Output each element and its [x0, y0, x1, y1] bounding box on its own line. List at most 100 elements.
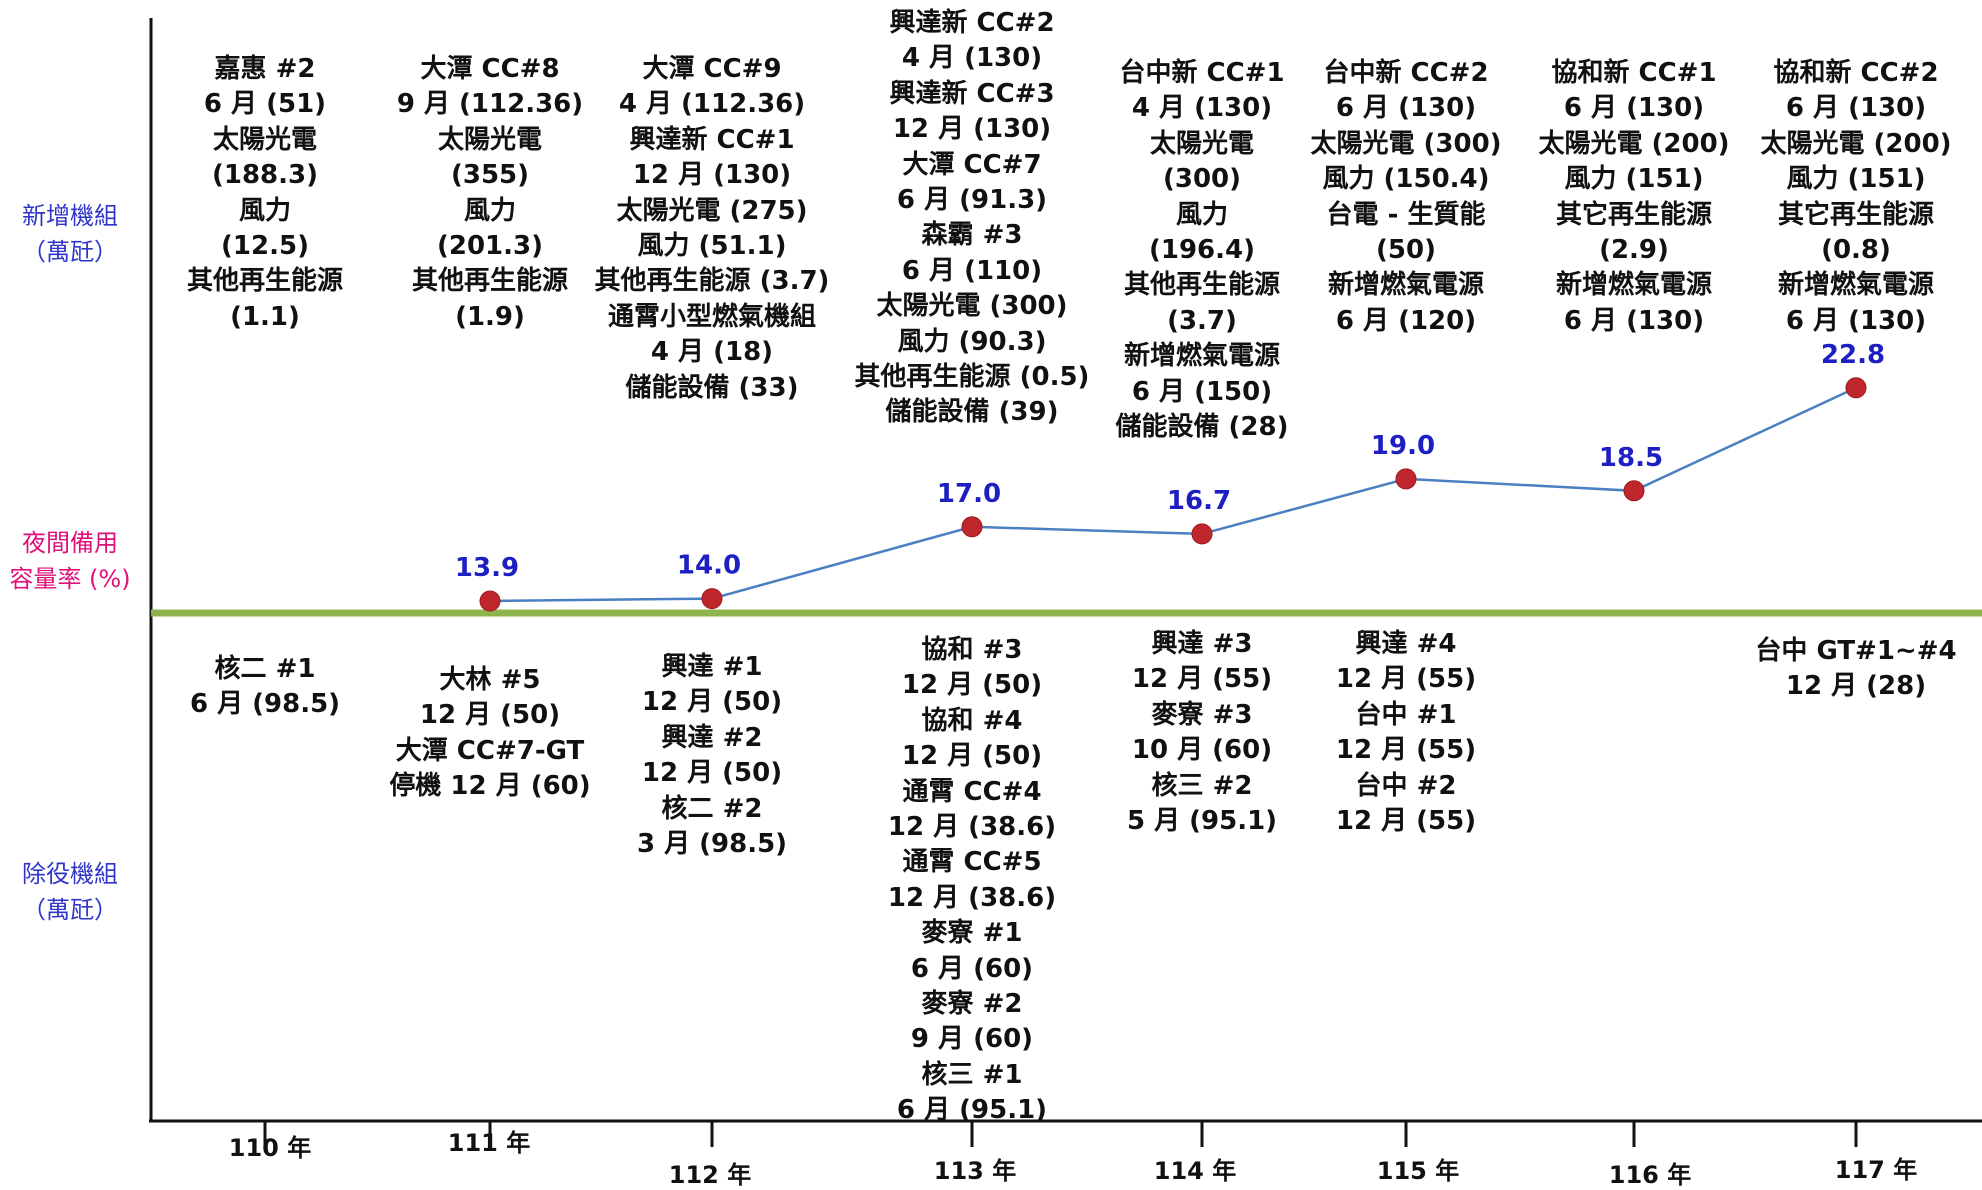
additions-column-line: 風力: [463, 195, 517, 226]
retirements-column-line: 6 月 (95.1): [896, 1095, 1048, 1126]
retirements-column-line: 核二 #1: [214, 654, 316, 684]
additions-column-line: (1.9): [455, 301, 525, 332]
year-tick-label: 115 年: [1376, 1157, 1460, 1185]
additions-column-line: (1.1): [230, 301, 300, 332]
additions-column-line: 12 月 (130): [892, 114, 1052, 145]
retirements-column-113年: 協和 #3 12 月 (50) 協和 #4 12 月 (50) 通霄 CC#4 12 月 …: [888, 633, 1056, 1129]
retirements-column-line: 台中 GT#1~#4: [1755, 636, 1957, 666]
retirements-column-line: 10 月 (60): [1131, 735, 1273, 766]
retirements-column-line: 12 月 (28): [1785, 671, 1927, 702]
retirements-column-line: 麥寮 #1: [921, 918, 1023, 949]
retirements-column-line: 核二 #2: [661, 793, 763, 824]
additions-column-line: 台電 - 生質能: [1326, 199, 1486, 230]
additions-column-line: 6 月 (130): [1785, 93, 1927, 124]
new-units-label-line2: （萬瓩）: [22, 238, 118, 266]
additions-column-line: 興達新 CC#1: [629, 124, 795, 155]
additions-column-line: 森霸 #3: [921, 220, 1023, 251]
retirements-column-114年: 興達 #3 12 月 (55) 麥寮 #3 10 月 (60) 核三 #2 5 月 (95…: [1127, 627, 1277, 839]
additions-column-line: 風力: [238, 195, 292, 226]
data-label: 22.8: [1821, 340, 1885, 370]
additions-column-line: 風力 (151): [1564, 164, 1704, 195]
additions-column-line: 協和新 CC#2: [1773, 58, 1939, 88]
year-tick-label: 111 年: [447, 1129, 531, 1157]
additions-column-line: 其它再生能源: [1777, 199, 1934, 230]
additions-column-112年: 大潭 CC#9 4 月 (112.36) 興達新 CC#1 12 月 (130) 太陽光…: [595, 52, 830, 406]
additions-column-line: 風力 (51.1): [637, 231, 787, 262]
year-tick-label: 112 年: [668, 1161, 752, 1189]
retirements-column-line: 大潭 CC#7-GT: [395, 735, 585, 766]
additions-column-line: (0.8): [1821, 235, 1891, 266]
additions-column-line: 風力 (151): [1786, 164, 1926, 195]
additions-column-115年: 台中新 CC#2 6 月 (130) 太陽光電 (300) 風力 (150.4) 台電 …: [1310, 56, 1501, 339]
retirements-column-line: 興達 #1: [661, 652, 763, 682]
additions-column-line: 其他再生能源: [1123, 270, 1280, 301]
year-tick-label: 113 年: [933, 1157, 1017, 1185]
retirements-column-line: 協和 #4: [921, 705, 1023, 736]
retirements-column-line: 興達 #3: [1151, 629, 1253, 659]
additions-column-line: 太陽光電: [437, 124, 543, 155]
retirements-column-line: 12 月 (38.6): [887, 882, 1057, 913]
additions-column-line: 其它再生能源: [1555, 199, 1712, 230]
new-units-label: 新增機組 （萬瓩）: [5, 198, 135, 270]
additions-column-line: 6 月 (130): [1563, 93, 1705, 124]
retirements-column-line: 通霄 CC#4: [902, 776, 1042, 807]
additions-column-line: 其他再生能源 (3.7): [594, 266, 830, 297]
additions-column-117年: 協和新 CC#2 6 月 (130) 太陽光電 (200) 風力 (151) 其它再生能…: [1760, 56, 1951, 339]
retirements-column-line: 核三 #1: [921, 1059, 1023, 1090]
year-tick-label: 110 年: [228, 1134, 312, 1162]
additions-column-line: 風力 (90.3): [897, 326, 1047, 357]
additions-column-line: 6 月 (91.3): [896, 185, 1048, 216]
additions-column-line: 太陽光電 (275): [616, 195, 808, 226]
year-tick-label: 116 年: [1608, 1161, 1692, 1189]
retirements-column-line: 9 月 (60): [910, 1024, 1034, 1055]
data-point: [701, 588, 723, 610]
retired-units-label: 除役機組 （萬瓩）: [5, 856, 135, 928]
additions-column-line: (12.5): [221, 231, 309, 262]
additions-column-line: (201.3): [436, 231, 544, 262]
additions-column-line: 4 月 (130): [901, 43, 1043, 74]
additions-column-116年: 協和新 CC#1 6 月 (130) 太陽光電 (200) 風力 (151) 其它再生能…: [1538, 56, 1729, 339]
additions-column-line: 6 月 (51): [203, 89, 327, 120]
year-tick-label: 117 年: [1834, 1156, 1918, 1184]
retirements-column-line: 12 月 (55): [1335, 664, 1477, 695]
additions-column-line: 大潭 CC#9: [642, 54, 782, 84]
retirements-column-line: 通霄 CC#5: [902, 847, 1042, 878]
additions-column-line: 儲能設備 (33): [625, 372, 799, 403]
data-point: [1395, 468, 1417, 490]
data-point: [1191, 523, 1213, 545]
additions-column-113年: 興達新 CC#2 4 月 (130) 興達新 CC#3 12 月 (130) 大潭 CC…: [855, 6, 1090, 431]
data-point: [961, 516, 983, 538]
additions-column-line: (3.7): [1167, 305, 1237, 336]
additions-column-line: (50): [1376, 235, 1436, 266]
additions-column-line: 大潭 CC#8: [420, 54, 560, 84]
additions-column-line: (355): [450, 160, 530, 191]
additions-column-line: 太陽光電 (300): [876, 291, 1068, 322]
additions-column-line: 太陽光電 (200): [1538, 128, 1730, 159]
retirements-column-line: 12 月 (50): [901, 741, 1043, 772]
retirements-column-line: 停機 12 月 (60): [389, 771, 591, 802]
retirements-column-115年: 興達 #4 12 月 (55) 台中 #1 12 月 (55) 台中 #2 12 月 (5…: [1336, 627, 1476, 839]
additions-column-line: 太陽光電: [212, 124, 318, 155]
reserve-label-line1: 夜間備用: [22, 529, 118, 557]
retired-label-line2: （萬瓩）: [22, 896, 118, 924]
retirements-column-line: 3 月 (98.5): [636, 829, 788, 860]
additions-column-line: 9 月 (112.36): [396, 89, 584, 120]
additions-column-line: 興達新 CC#2: [889, 8, 1055, 38]
retirements-column-line: 12 月 (55): [1335, 735, 1477, 766]
additions-column-line: 其他再生能源: [186, 266, 344, 297]
additions-column-line: 12 月 (130): [632, 160, 792, 191]
retirements-column-112年: 興達 #1 12 月 (50) 興達 #2 12 月 (50) 核二 #2 3 月 (98…: [637, 650, 787, 862]
retirements-column-110年: 核二 #1 6 月 (98.5): [190, 652, 340, 723]
retirements-column-line: 5 月 (95.1): [1126, 806, 1278, 837]
retirements-column-117年: 台中 GT#1~#4 12 月 (28): [1755, 634, 1956, 705]
additions-column-line: 其他再生能源 (0.5): [854, 362, 1090, 393]
additions-column-line: 興達新 CC#3: [889, 78, 1055, 109]
data-point: [1845, 377, 1867, 399]
retirements-column-line: 6 月 (98.5): [189, 689, 341, 720]
retirements-column-line: 12 月 (50): [419, 700, 561, 731]
additions-column-line: 儲能設備 (28): [1115, 412, 1289, 443]
retirements-column-line: 麥寮 #3: [1151, 699, 1253, 730]
retirements-column-line: 6 月 (60): [910, 953, 1034, 984]
retirements-column-line: 12 月 (55): [1131, 664, 1273, 695]
additions-column-line: 6 月 (120): [1335, 305, 1477, 336]
